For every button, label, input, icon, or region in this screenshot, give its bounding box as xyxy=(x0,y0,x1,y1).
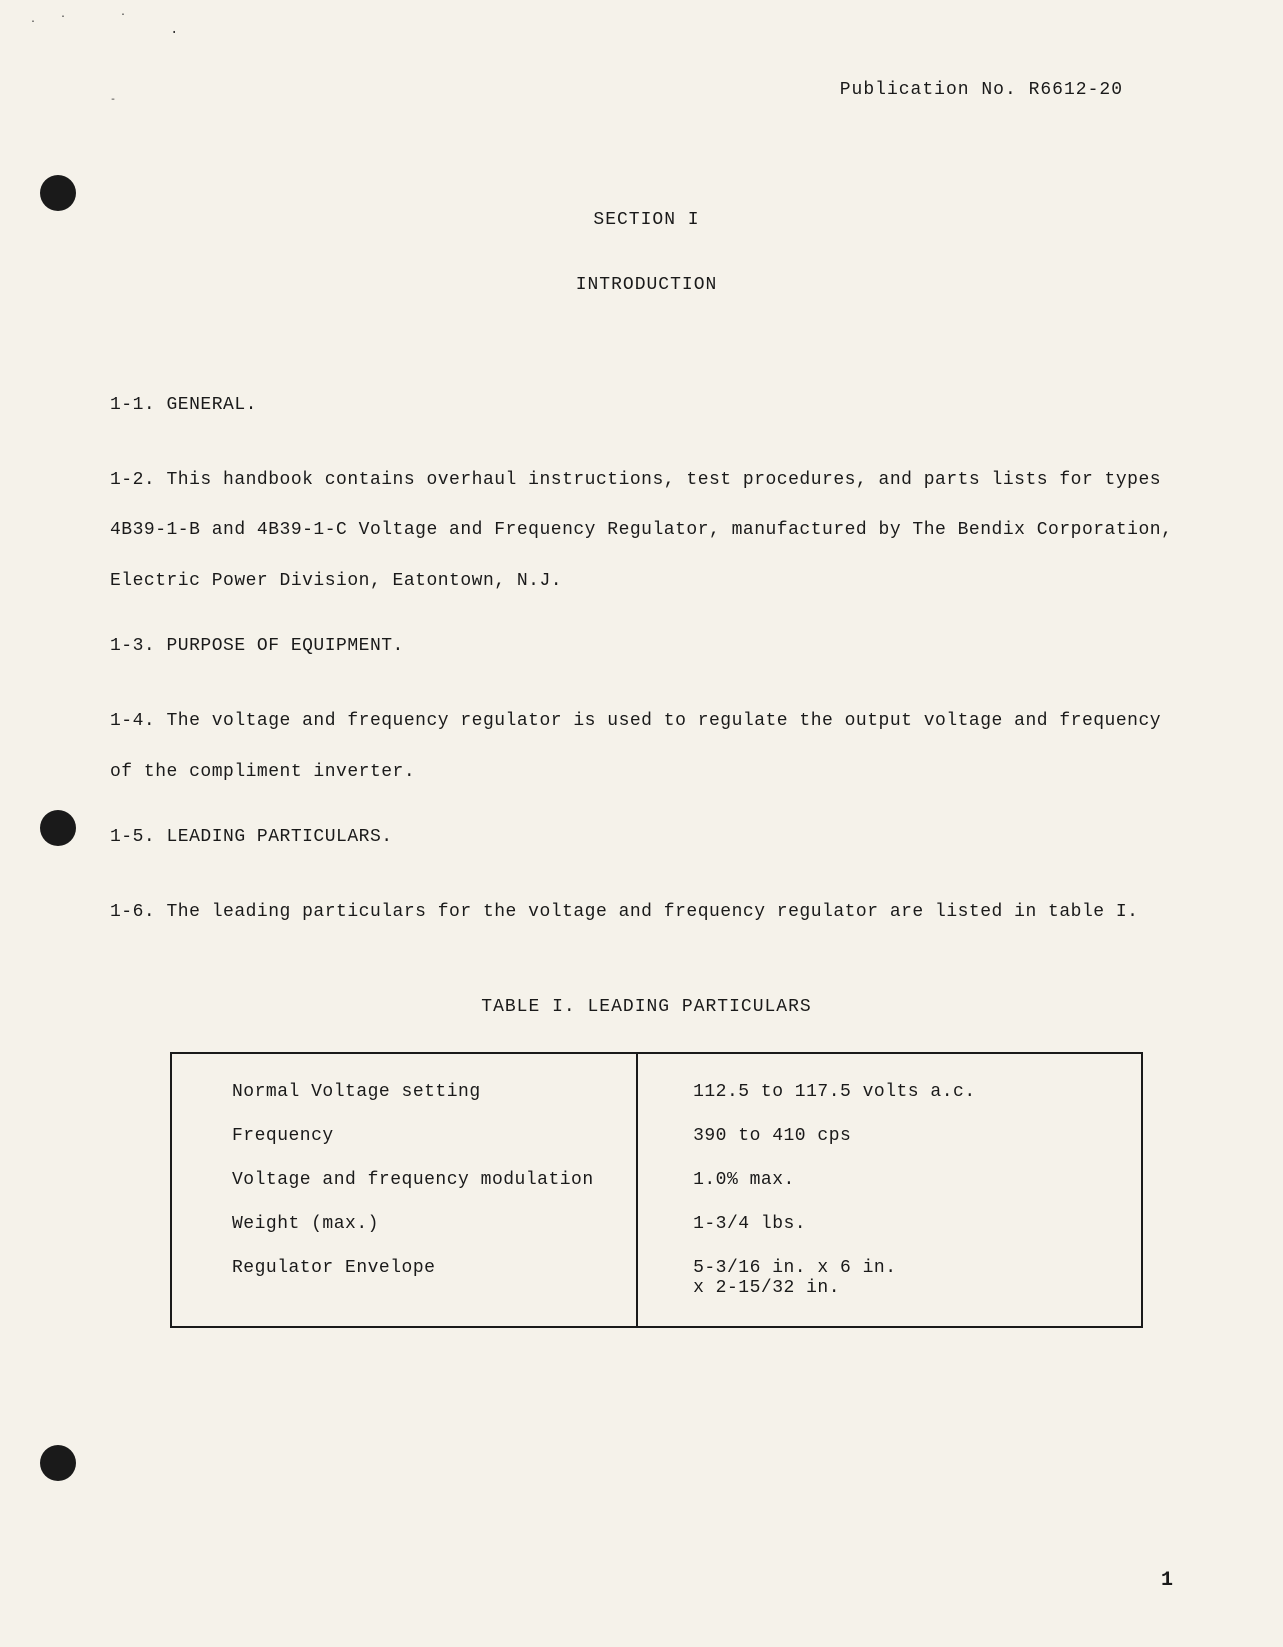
table-row: Regulator Envelope 5-3/16 in. x 6 in.x 2… xyxy=(171,1246,1142,1327)
table-cell-value: 390 to 410 cps xyxy=(637,1114,1142,1158)
table-row: Weight (max.) 1-3/4 lbs. xyxy=(171,1202,1142,1246)
leading-particulars-table: Normal Voltage setting 112.5 to 117.5 vo… xyxy=(170,1052,1143,1328)
table-cell-value: 1-3/4 lbs. xyxy=(637,1202,1142,1246)
table-cell-label: Regulator Envelope xyxy=(171,1246,637,1327)
punch-hole-icon xyxy=(40,810,76,846)
table-cell-label: Normal Voltage setting xyxy=(171,1053,637,1114)
speck-mark: - xyxy=(110,95,116,106)
section-label: SECTION I xyxy=(110,210,1183,230)
paragraph-body: 1-6. The leading particulars for the vol… xyxy=(110,887,1183,937)
punch-hole-icon xyxy=(40,1445,76,1481)
table-container: Normal Voltage setting 112.5 to 117.5 vo… xyxy=(170,1052,1143,1328)
table-title: TABLE I. LEADING PARTICULARS xyxy=(110,997,1183,1017)
punch-hole-icon xyxy=(40,175,76,211)
speck-mark: . xyxy=(30,15,36,26)
paragraph-heading: 1-3. PURPOSE OF EQUIPMENT. xyxy=(110,636,1183,656)
table-row: Normal Voltage setting 112.5 to 117.5 vo… xyxy=(171,1053,1142,1114)
table-cell-value: 112.5 to 117.5 volts a.c. xyxy=(637,1053,1142,1114)
document-page: . · · · - Publication No. R6612-20 SECTI… xyxy=(0,0,1283,1647)
speck-mark: · xyxy=(60,12,66,23)
speck-mark: · xyxy=(120,10,126,21)
paragraph-body: 1-2. This handbook contains overhaul ins… xyxy=(110,455,1183,606)
section-title: INTRODUCTION xyxy=(110,275,1183,295)
table-row: Frequency 390 to 410 cps xyxy=(171,1114,1142,1158)
publication-number: Publication No. R6612-20 xyxy=(110,80,1183,100)
paragraph-heading: 1-1. GENERAL. xyxy=(110,395,1183,415)
page-number: 1 xyxy=(1161,1569,1173,1592)
paragraph-body: 1-4. The voltage and frequency regulator… xyxy=(110,696,1183,797)
table-row: Voltage and frequency modulation 1.0% ma… xyxy=(171,1158,1142,1202)
paragraph-heading: 1-5. LEADING PARTICULARS. xyxy=(110,827,1183,847)
table-cell-label: Frequency xyxy=(171,1114,637,1158)
table-cell-value: 5-3/16 in. x 6 in.x 2-15/32 in. xyxy=(637,1246,1142,1327)
speck-mark: · xyxy=(170,25,178,41)
table-cell-value: 1.0% max. xyxy=(637,1158,1142,1202)
table-cell-label: Weight (max.) xyxy=(171,1202,637,1246)
table-cell-label: Voltage and frequency modulation xyxy=(171,1158,637,1202)
